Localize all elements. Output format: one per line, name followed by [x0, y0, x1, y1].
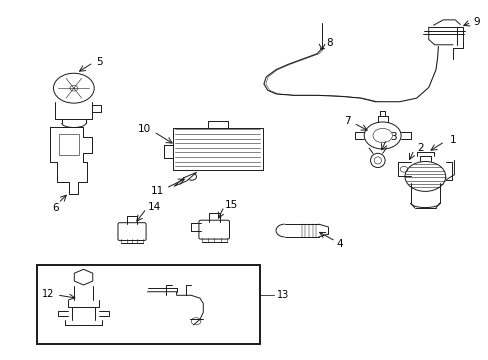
Text: 15: 15	[224, 199, 238, 210]
Text: 11: 11	[150, 186, 163, 196]
Text: 10: 10	[138, 125, 151, 135]
Text: 8: 8	[325, 38, 332, 48]
Bar	[59, 134, 79, 155]
Text: 6: 6	[52, 203, 59, 213]
Text: 13: 13	[276, 289, 288, 300]
Text: 3: 3	[389, 132, 396, 142]
Bar	[37, 265, 260, 344]
Text: 14: 14	[147, 202, 161, 212]
Text: 2: 2	[417, 143, 424, 153]
Text: 5: 5	[96, 57, 102, 67]
Text: 12: 12	[42, 289, 54, 299]
Text: 9: 9	[472, 17, 479, 27]
Text: 1: 1	[448, 135, 455, 145]
Text: 4: 4	[336, 239, 343, 249]
Text: 7: 7	[344, 116, 350, 126]
